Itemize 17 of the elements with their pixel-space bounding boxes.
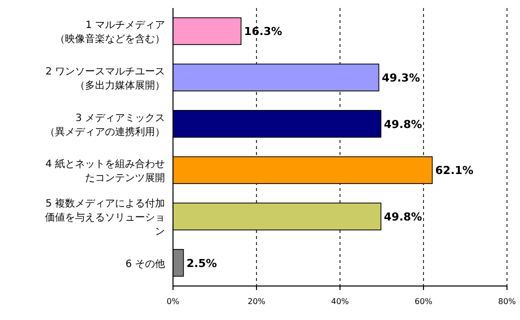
- y-tick-label: 4 紙とネットを組み合わせたコンテンツ展開: [45, 158, 165, 184]
- y-tick-label: 2 ワンソースマルチユース（多出力媒体展開）: [45, 66, 165, 92]
- x-tick-label: 80%: [498, 297, 516, 306]
- y-tick-label: 6 その他: [125, 258, 165, 270]
- x-tick-label: 40%: [331, 297, 350, 306]
- data-label: 16.3%: [244, 25, 282, 38]
- data-label: 2.5%: [186, 256, 217, 270]
- data-label: 49.8%: [384, 210, 422, 224]
- x-tick-label: 0%: [166, 297, 180, 306]
- y-tick-label: 1 マルチメディア（映像音楽などを含む）: [55, 20, 165, 46]
- y-tick-label: 5 複数メディアによる付加価値を与えるソリューション: [45, 198, 165, 238]
- x-tick-label: 20%: [248, 297, 266, 306]
- data-label: 62.1%: [435, 164, 474, 178]
- x-tick-label: 60%: [414, 297, 433, 306]
- y-tick-label: 3 メディアミックス（異メディアの連携利用）: [45, 112, 165, 138]
- data-label: 49.8%: [384, 118, 422, 131]
- data-label: 49.3%: [382, 72, 420, 84]
